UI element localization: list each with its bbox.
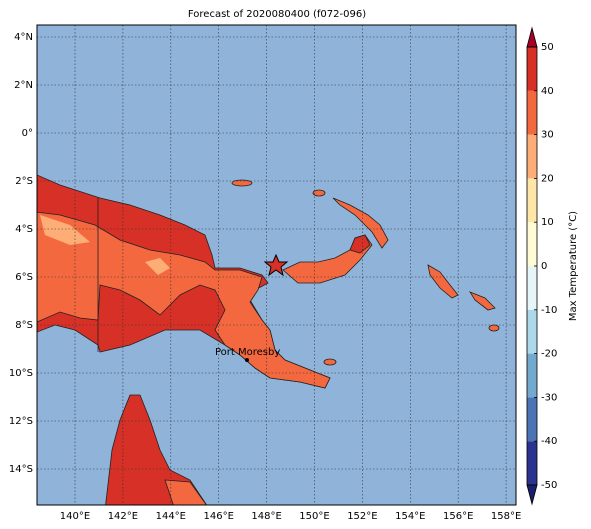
island xyxy=(323,358,337,366)
colorbar-tick-label: 30 xyxy=(541,130,554,141)
new-ireland xyxy=(332,197,389,249)
lon-label: 152°E xyxy=(347,511,377,522)
colorbar-label: Max Temperature (°C) xyxy=(568,211,579,321)
lat-label: 12°S xyxy=(9,416,33,427)
colorbar-segment xyxy=(527,353,537,398)
colorbar-segment xyxy=(527,441,537,485)
colorbar-tick-label: 50 xyxy=(541,42,554,53)
lat-label: 4°S xyxy=(15,224,33,235)
warm-patch xyxy=(40,215,90,245)
lon-label: 158°E xyxy=(491,511,521,522)
lat-label: 2°S xyxy=(15,176,33,187)
colorbar-extend-low xyxy=(526,484,538,506)
colorbar-tick-label: -40 xyxy=(541,436,557,447)
star-marker xyxy=(263,253,289,277)
colorbar-tick-label: 40 xyxy=(541,86,554,97)
colorbar-tick-label: -30 xyxy=(541,392,557,403)
lat-label: 14°S xyxy=(9,464,33,475)
colorbar-segment xyxy=(527,266,537,310)
lon-label: 140°E xyxy=(60,511,90,522)
island xyxy=(488,324,500,332)
lon-label: 146°E xyxy=(203,511,233,522)
island xyxy=(469,291,496,311)
bougainville xyxy=(427,264,459,299)
colorbar-tick-label: -20 xyxy=(541,349,557,360)
lat-label: 2°N xyxy=(14,80,33,91)
lon-label: 150°E xyxy=(299,511,329,522)
city-label: Port Moresby xyxy=(215,347,280,358)
lon-label: 156°E xyxy=(443,511,473,522)
frame xyxy=(36,24,517,506)
land xyxy=(37,174,500,505)
city-dot xyxy=(245,358,249,362)
colorbar-tick-label: -50 xyxy=(541,480,557,491)
colorbar-segment xyxy=(527,90,537,135)
colorbar-extend-high xyxy=(526,26,538,48)
lat-label: 4°N xyxy=(14,32,33,43)
colorbar-segment xyxy=(527,134,537,179)
new-britain-east xyxy=(349,234,371,254)
lon-label: 142°E xyxy=(108,511,138,522)
lat-label: 0° xyxy=(22,128,33,139)
lon-label: 144°E xyxy=(156,511,186,522)
colorbar-tick-label: 20 xyxy=(541,173,554,184)
colorbar-tick-label: -10 xyxy=(541,305,557,316)
cape-york xyxy=(105,394,208,505)
colorbar-segment xyxy=(527,178,537,223)
colorbar-segment xyxy=(527,47,537,91)
graticule xyxy=(37,25,516,505)
colorbar-tick-label: 10 xyxy=(541,217,554,228)
colorbar-segment xyxy=(527,397,537,442)
colorbar-segment xyxy=(527,222,537,266)
warm-patch xyxy=(145,258,170,275)
lat-label: 6°S xyxy=(15,272,33,283)
lon-label: 154°E xyxy=(395,511,425,522)
cape-york-south xyxy=(164,479,207,505)
colorbar-tick-label: 0 xyxy=(541,261,547,272)
title: Forecast of 2020080400 (f072-096) xyxy=(188,9,366,20)
lat-label: 8°S xyxy=(15,320,33,331)
lon-label: 148°E xyxy=(251,511,281,522)
new-guinea-south xyxy=(37,211,331,389)
island xyxy=(312,189,326,197)
island xyxy=(231,179,253,187)
colorbar-segment xyxy=(527,309,537,354)
lat-label: 10°S xyxy=(9,368,33,379)
